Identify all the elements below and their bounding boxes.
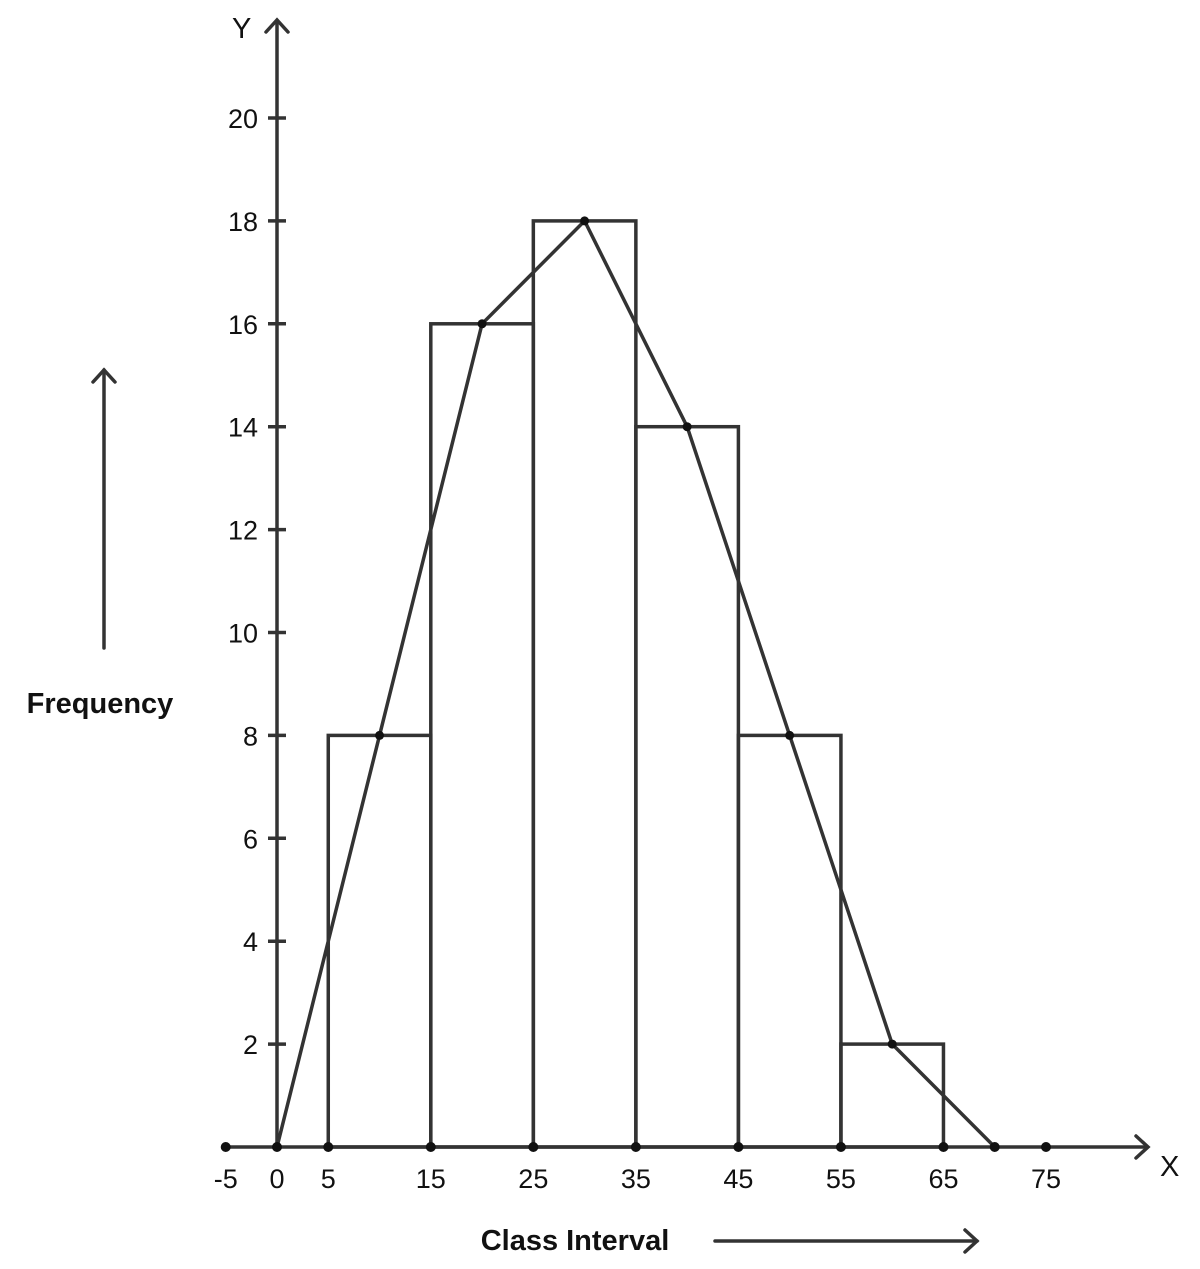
x-axis-point [630, 1142, 641, 1152]
x-tick-label: 65 [928, 1164, 958, 1194]
x-tick-label: 25 [518, 1164, 548, 1194]
y-axis-title: Frequency [27, 688, 174, 720]
histogram-bar [736, 733, 843, 1149]
x-axis-title: Class Interval [481, 1225, 670, 1257]
polygon-point [682, 422, 692, 432]
polygon-point [375, 730, 385, 740]
y-direction-arrow [91, 367, 117, 650]
y-axis-arrowhead [264, 17, 290, 34]
x-tick-label: 5 [321, 1164, 336, 1194]
polygon-point [785, 730, 795, 740]
y-tick-label: 14 [228, 413, 258, 443]
x-axis-point [989, 1142, 1000, 1152]
polygon-point [477, 319, 487, 329]
x-axis-point [272, 1142, 282, 1152]
y-tick-label: 8 [243, 721, 258, 751]
x-axis-point [220, 1142, 231, 1152]
y-tick-label: 18 [228, 207, 258, 237]
x-axis-letter: X [1160, 1151, 1179, 1183]
x-axis-point [733, 1142, 744, 1152]
x-axis-point [425, 1142, 436, 1152]
x-tick-label: 15 [416, 1164, 446, 1194]
frequency-polygon [275, 219, 996, 1149]
y-tick-label: 6 [243, 824, 258, 854]
x-axis-point [835, 1142, 846, 1152]
x-tick-label: 75 [1031, 1164, 1061, 1194]
x-axis-point [323, 1142, 334, 1152]
x-axis-point [528, 1142, 539, 1152]
y-tick-label: 20 [228, 104, 258, 134]
x-tick-label: -5 [214, 1164, 238, 1194]
x-tick-label: 35 [621, 1164, 651, 1194]
polygon-point [580, 216, 590, 226]
x-tick-label: 55 [826, 1164, 856, 1194]
y-tick-label: 12 [228, 516, 258, 546]
histogram-bar [531, 219, 638, 1149]
y-tick-label: 2 [243, 1030, 258, 1060]
histogram-bar [326, 733, 433, 1149]
x-axis-arrowhead [1134, 1134, 1151, 1160]
y-tick-label: 4 [243, 927, 258, 957]
x-axis-point [938, 1142, 949, 1152]
x-direction-arrow [713, 1228, 980, 1254]
y-axis-letter: Y [232, 13, 251, 45]
histogram-bar [839, 1042, 946, 1149]
x-tick-label: 0 [269, 1164, 284, 1194]
x-tick-label: 45 [723, 1164, 753, 1194]
histogram-bar [429, 322, 536, 1149]
polygon-point [887, 1039, 897, 1049]
y-tick-label: 10 [228, 619, 258, 649]
y-tick-label: 16 [228, 310, 258, 340]
x-axis-point [1041, 1142, 1051, 1152]
